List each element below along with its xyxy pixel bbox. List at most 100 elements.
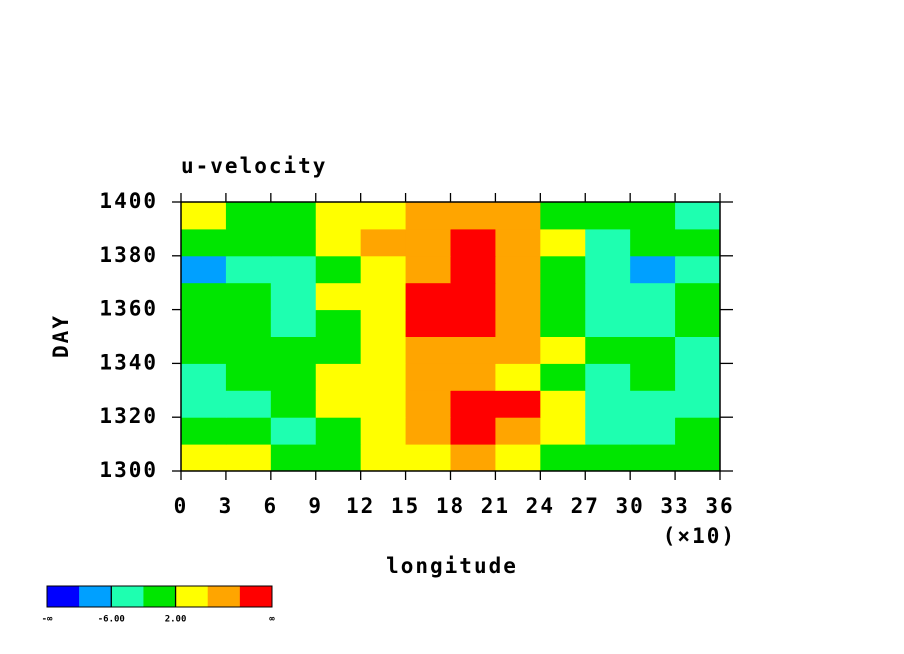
- cell: [225, 444, 272, 472]
- cell: [270, 444, 317, 472]
- x-tick-label: 12: [346, 494, 375, 518]
- colorbar-swatch: [239, 586, 273, 607]
- cell: [630, 363, 676, 391]
- cell: [315, 255, 362, 284]
- cell: [225, 363, 272, 391]
- y-tick-label: 1340: [99, 350, 158, 374]
- colorbar-label: 2.00: [165, 615, 187, 625]
- x-tick-label: 30: [616, 494, 645, 518]
- cell: [270, 309, 317, 337]
- cell: [675, 444, 721, 472]
- cell: [450, 444, 496, 472]
- cell: [360, 282, 407, 311]
- cell: [540, 228, 586, 257]
- cell: [540, 390, 586, 418]
- cell: [495, 336, 541, 364]
- cell: [405, 202, 451, 230]
- cell: [675, 202, 721, 230]
- x-tick-label: 6: [264, 494, 279, 518]
- cell: [270, 417, 317, 445]
- cell: [270, 282, 317, 311]
- colorbar-label: -6.00: [98, 615, 125, 625]
- cell: [585, 336, 631, 364]
- cell: [270, 202, 317, 230]
- cell: [225, 309, 272, 337]
- cell: [540, 336, 586, 364]
- cell: [315, 282, 362, 311]
- cell: [225, 336, 272, 364]
- x-tick-label: 3: [219, 494, 234, 518]
- cell: [360, 309, 407, 337]
- colorbar-label: ∞: [269, 615, 275, 625]
- cell: [270, 228, 317, 257]
- cell: [315, 228, 362, 257]
- cell: [225, 282, 272, 311]
- cell: [585, 363, 631, 391]
- colorbar-swatch: [175, 586, 209, 607]
- cell: [630, 444, 676, 472]
- cell: [405, 417, 451, 445]
- cell: [405, 228, 451, 257]
- cell: [585, 255, 631, 284]
- cell: [495, 417, 541, 445]
- cell: [585, 202, 631, 230]
- cell: [360, 417, 407, 445]
- cell: [495, 309, 541, 337]
- cell: [181, 228, 227, 257]
- cell: [675, 282, 721, 311]
- cell: [360, 202, 407, 230]
- cell: [585, 444, 631, 472]
- cell: [540, 417, 586, 445]
- y-tick-label: 1400: [99, 189, 158, 213]
- cell: [181, 417, 227, 445]
- colorbar-frame: [46, 585, 273, 608]
- colorbar-swatch: [79, 586, 112, 607]
- cell: [675, 309, 721, 337]
- colorbar-swatch: [47, 586, 80, 607]
- cell: [675, 417, 721, 445]
- x-multiplier: (×10): [663, 524, 736, 548]
- cell: [181, 363, 227, 391]
- cell: [675, 255, 721, 284]
- cell: [540, 282, 586, 311]
- cell: [360, 336, 407, 364]
- cell: [450, 228, 496, 257]
- cell: [630, 309, 676, 337]
- cell: [495, 363, 541, 391]
- y-tick-label: 1360: [99, 297, 158, 321]
- colorbar-swatch: [111, 586, 144, 607]
- x-tick-label: 18: [436, 494, 465, 518]
- cell: [585, 228, 631, 257]
- cell: [585, 390, 631, 418]
- cell: [315, 309, 362, 337]
- cell: [225, 390, 272, 418]
- cell: [675, 390, 721, 418]
- cell: [630, 282, 676, 311]
- cell: [270, 255, 317, 284]
- cell: [585, 309, 631, 337]
- cell: [450, 390, 496, 418]
- cell: [270, 363, 317, 391]
- cell: [225, 228, 272, 257]
- cell: [630, 336, 676, 364]
- cell: [585, 282, 631, 311]
- cell: [495, 282, 541, 311]
- cell: [181, 336, 227, 364]
- cell: [675, 363, 721, 391]
- cell: [450, 417, 496, 445]
- cell: [495, 202, 541, 230]
- cell: [675, 228, 721, 257]
- x-tick-label: 21: [481, 494, 510, 518]
- cell: [315, 417, 362, 445]
- x-tick-label: 9: [308, 494, 323, 518]
- cell: [270, 336, 317, 364]
- cell: [540, 255, 586, 284]
- cell: [540, 202, 586, 230]
- cell: [540, 444, 586, 472]
- x-axis-label: longitude: [386, 554, 518, 578]
- y-axis-label: DAY: [49, 314, 73, 358]
- cell: [540, 309, 586, 337]
- cell: [181, 282, 227, 311]
- cell: [360, 255, 407, 284]
